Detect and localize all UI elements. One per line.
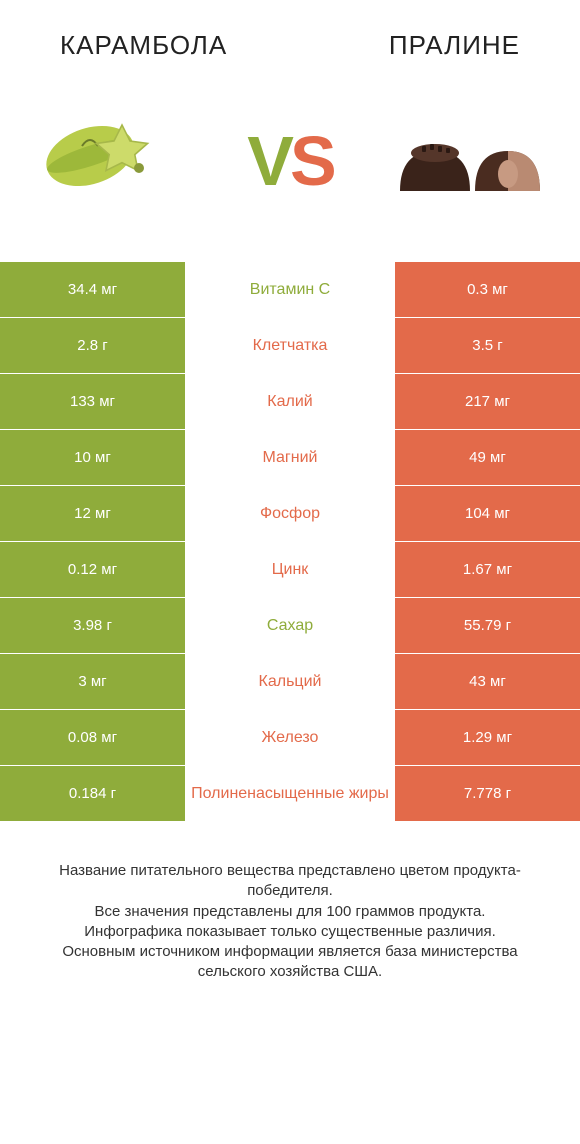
right-value-cell: 104 мг <box>395 486 580 541</box>
table-row: 0.08 мгЖелезо1.29 мг <box>0 709 580 765</box>
nutrient-label: Витамин C <box>185 262 395 317</box>
nutrient-label: Полиненасыщенные жиры <box>185 766 395 821</box>
nutrient-label: Фосфор <box>185 486 395 541</box>
vs-v: V <box>247 122 290 200</box>
right-value-cell: 1.67 мг <box>395 542 580 597</box>
comparison-table: 34.4 мгВитамин C0.3 мг2.8 гКлетчатка3.5 … <box>0 261 580 821</box>
left-value-cell: 133 мг <box>0 374 185 429</box>
footer-line: Название питательного вещества представл… <box>30 861 550 902</box>
left-value-cell: 0.08 мг <box>0 710 185 765</box>
left-value-cell: 12 мг <box>0 486 185 541</box>
hero-row: VS <box>0 71 580 261</box>
right-value-cell: 7.778 г <box>395 766 580 821</box>
right-value-cell: 43 мг <box>395 654 580 709</box>
carambola-image <box>40 101 200 221</box>
table-row: 2.8 гКлетчатка3.5 г <box>0 317 580 373</box>
footer-line: Основным источником информации является … <box>30 942 550 983</box>
right-value-cell: 0.3 мг <box>395 262 580 317</box>
footer-notes: Название питательного вещества представл… <box>0 821 580 983</box>
header: КАРАМБОЛА ПРАЛИНЕ <box>0 0 580 71</box>
left-value-cell: 34.4 мг <box>0 262 185 317</box>
right-value-cell: 55.79 г <box>395 598 580 653</box>
nutrient-label: Калий <box>185 374 395 429</box>
left-product-title: КАРАМБОЛА <box>60 30 227 61</box>
right-value-cell: 49 мг <box>395 430 580 485</box>
vs-s: S <box>290 122 333 200</box>
table-row: 0.12 мгЦинк1.67 мг <box>0 541 580 597</box>
nutrient-label: Магний <box>185 430 395 485</box>
left-value-cell: 10 мг <box>0 430 185 485</box>
table-row: 3.98 гСахар55.79 г <box>0 597 580 653</box>
nutrient-label: Клетчатка <box>185 318 395 373</box>
footer-line: Инфографика показывает только существенн… <box>30 922 550 942</box>
right-value-cell: 1.29 мг <box>395 710 580 765</box>
table-row: 133 мгКалий217 мг <box>0 373 580 429</box>
footer-line: Все значения представлены для 100 граммо… <box>30 902 550 922</box>
table-row: 3 мгКальций43 мг <box>0 653 580 709</box>
left-value-cell: 2.8 г <box>0 318 185 373</box>
vs-label: VS <box>247 121 332 201</box>
nutrient-label: Цинк <box>185 542 395 597</box>
praline-image <box>380 101 540 221</box>
nutrient-label: Сахар <box>185 598 395 653</box>
left-value-cell: 0.12 мг <box>0 542 185 597</box>
left-value-cell: 0.184 г <box>0 766 185 821</box>
left-value-cell: 3.98 г <box>0 598 185 653</box>
right-value-cell: 217 мг <box>395 374 580 429</box>
left-value-cell: 3 мг <box>0 654 185 709</box>
table-row: 0.184 гПолиненасыщенные жиры7.778 г <box>0 765 580 821</box>
right-value-cell: 3.5 г <box>395 318 580 373</box>
right-product-title: ПРАЛИНЕ <box>389 30 520 61</box>
table-row: 12 мгФосфор104 мг <box>0 485 580 541</box>
nutrient-label: Кальций <box>185 654 395 709</box>
nutrient-label: Железо <box>185 710 395 765</box>
table-row: 10 мгМагний49 мг <box>0 429 580 485</box>
table-row: 34.4 мгВитамин C0.3 мг <box>0 261 580 317</box>
